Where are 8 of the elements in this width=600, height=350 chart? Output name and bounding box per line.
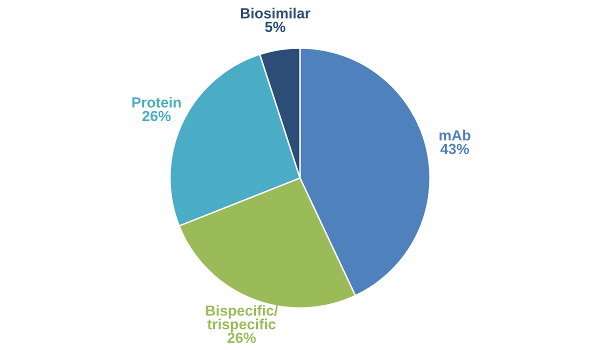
data-label: 5% [265, 22, 286, 32]
slice-label: Protein [132, 96, 181, 108]
slice-label: Bispecific/ trispecific [206, 305, 278, 332]
data-label: 26% [142, 110, 171, 122]
slice-label: Biosimilar [240, 8, 310, 18]
data-label: 26% [228, 332, 256, 343]
data-label: 43% [440, 144, 469, 154]
slice-label: mAb [440, 130, 470, 141]
